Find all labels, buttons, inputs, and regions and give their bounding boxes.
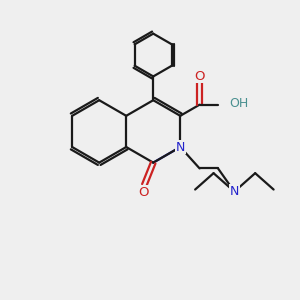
Text: N: N [230,185,239,198]
Text: O: O [139,186,149,199]
Text: OH: OH [229,97,249,110]
Text: N: N [176,140,185,154]
Text: O: O [194,70,205,83]
